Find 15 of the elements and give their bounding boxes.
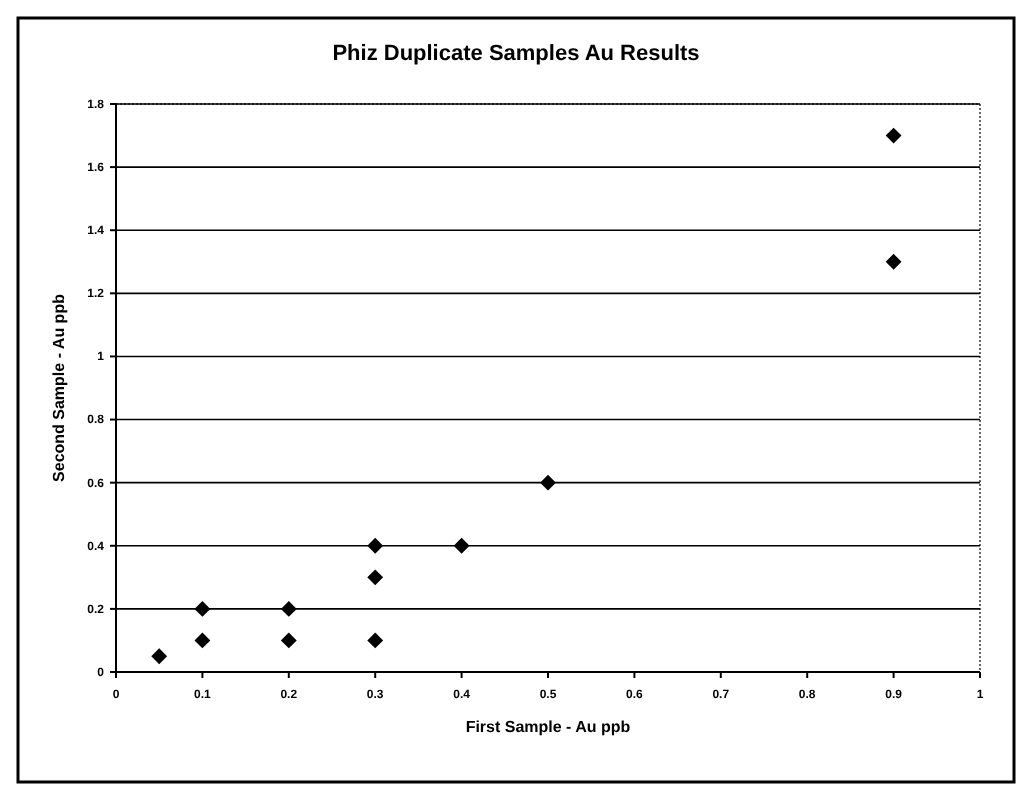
point [194,632,211,649]
point [194,600,211,617]
point [280,632,297,649]
point [367,569,384,586]
point [885,127,902,144]
x-axis-title: First Sample - Au ppb [465,718,631,736]
chart-title: Phiz Duplicate Samples Au Results [332,42,700,66]
y-axis-title: Second Sample - Au ppb [50,293,68,482]
point [885,253,902,270]
point [540,474,556,491]
point [367,537,384,554]
point [367,632,384,649]
point [453,537,470,554]
point [280,600,297,617]
point [151,648,168,665]
